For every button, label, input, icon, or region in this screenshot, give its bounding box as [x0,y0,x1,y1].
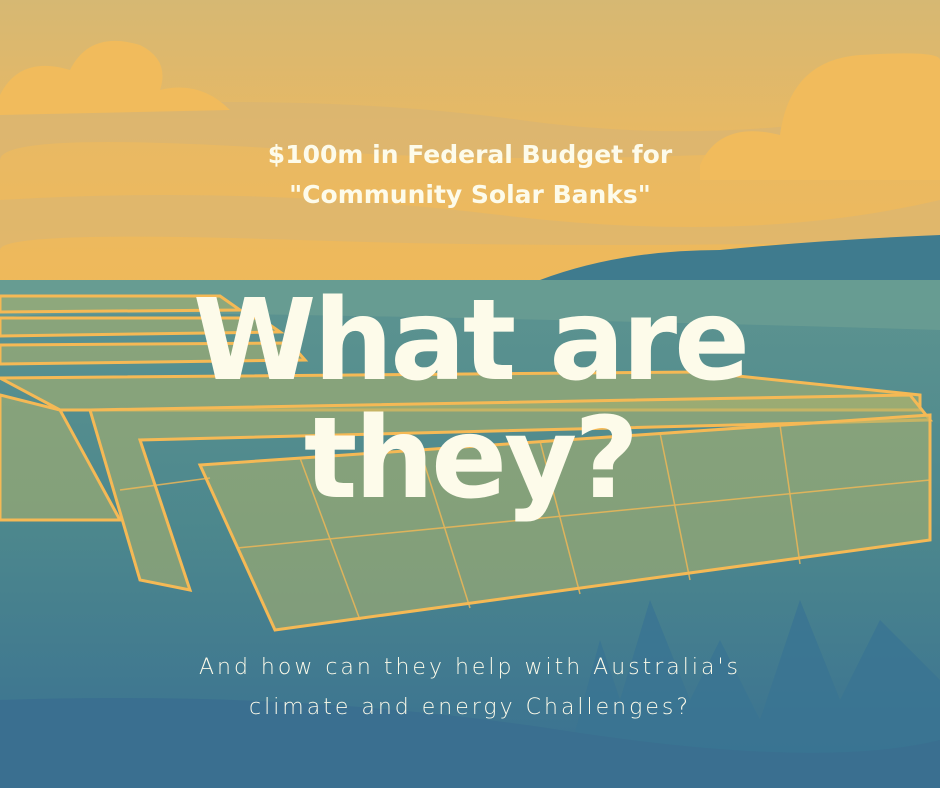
solar-panels [0,294,934,632]
cloud-left [0,40,230,115]
foreground [0,698,940,788]
subtitle: And how can they help with Australia's c… [0,648,940,728]
sky-band [0,100,940,160]
panel-grid [119,424,931,621]
title-line-2: they? [303,394,639,524]
headline: $100m in Federal Budget for "Community S… [0,135,940,215]
subtitle-line-2: climate and energy Challenges? [248,695,692,720]
trees [560,600,940,788]
title-line-1: What are [192,276,750,406]
headline-line-1: $100m in Federal Budget for [267,140,673,169]
distant-water [0,280,940,330]
main-title: What are they? [0,282,940,518]
sky-band [0,195,940,250]
headline-line-2: "Community Solar Banks" [289,180,651,209]
cloud-right [700,53,940,181]
subtitle-line-1: And how can they help with Australia's [198,655,741,680]
